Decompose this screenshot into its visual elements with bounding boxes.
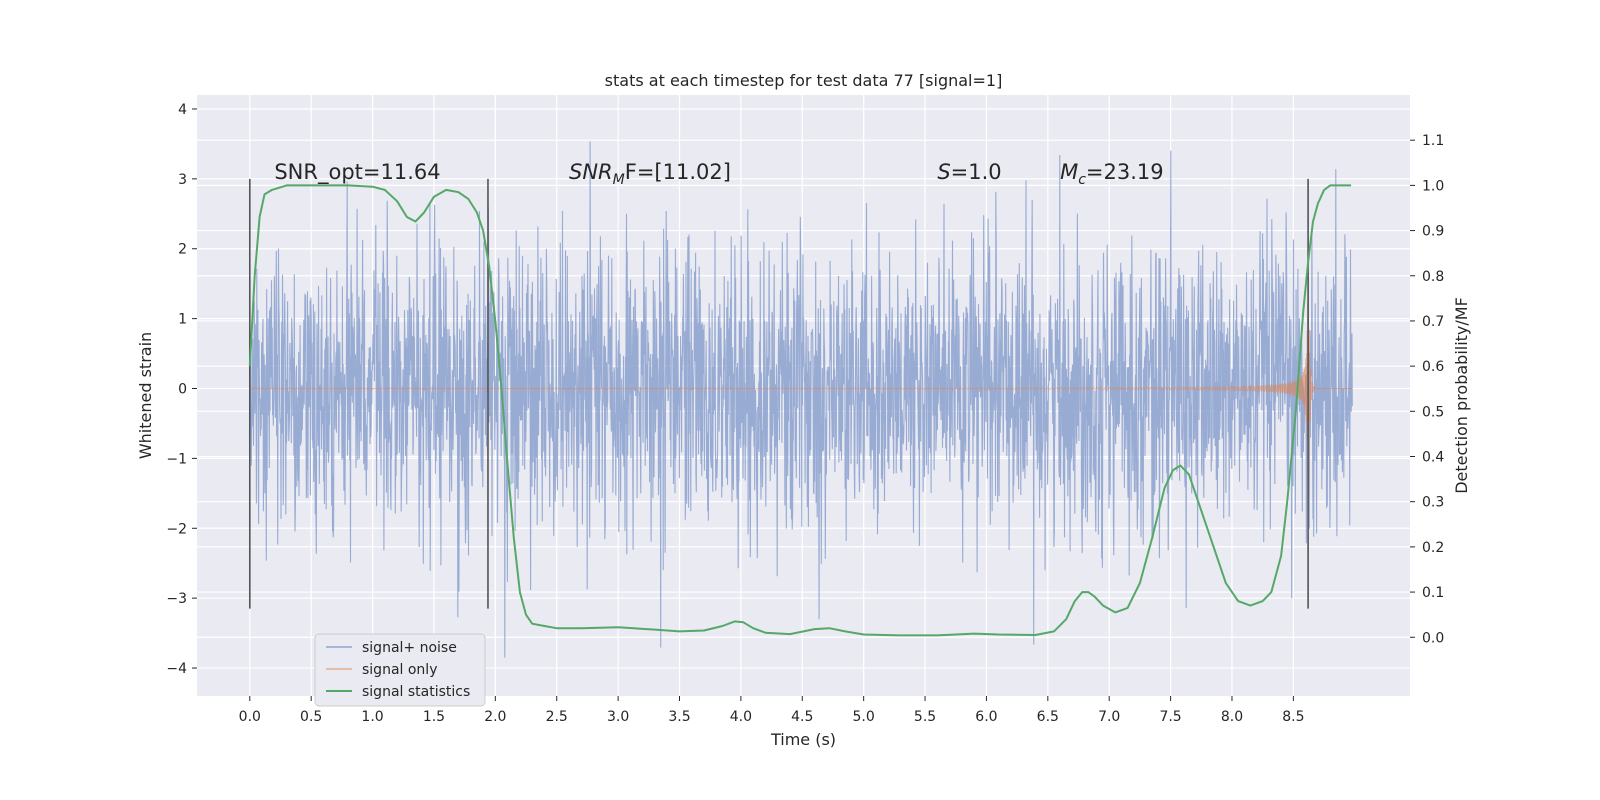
x-tick-label-3: 1.5 — [423, 709, 445, 725]
y-axis-right-label: Detection probability/MF — [1452, 297, 1471, 494]
annotation-snr-mf-rest: F=[11.02] — [625, 160, 731, 184]
y-right-tick-label-11: 0.0 — [1422, 630, 1444, 646]
noise-series-layer — [249, 141, 1353, 658]
y-tick-label-1: 3 — [178, 172, 187, 188]
y-axis-label: Whitened strain — [136, 332, 155, 459]
y-tick-label-8: −4 — [166, 661, 187, 677]
vertical-markers — [248, 178, 1309, 609]
annotation-mc: Mc=23.19 — [1060, 160, 1164, 188]
signal-only-series-layer — [249, 237, 1353, 495]
x-tick-label-6: 3.0 — [607, 709, 629, 725]
x-tick-label-1: 0.5 — [300, 709, 322, 725]
tick-labels: 0.0 0.5 1.0 1.5 2.0 2.5 3.0 3.5 4.0 4.5 5.0 5.5 6.0 6… — [166, 102, 1444, 725]
y-right-tick-label-8: 0.3 — [1422, 495, 1444, 511]
y-right-tick-label-2: 0.9 — [1422, 224, 1444, 240]
x-tick-label-10: 5.0 — [853, 709, 875, 725]
x-tick-label-15: 7.5 — [1159, 709, 1181, 725]
annotation-s: S=1.0 — [937, 160, 1001, 184]
legend-label-noise: signal+ noise — [362, 640, 457, 656]
x-tick-label-14: 7.0 — [1098, 709, 1120, 725]
x-axis-label: Time (s) — [770, 730, 836, 749]
statistics-series-layer — [248, 184, 1352, 637]
y-tick-label-4: 0 — [178, 382, 187, 398]
x-tick-label-8: 4.0 — [730, 709, 752, 725]
x-tick-label-2: 1.0 — [361, 709, 383, 725]
annotation-snr-mf-sub: M — [613, 172, 625, 188]
x-tick-label-9: 4.5 — [791, 709, 813, 725]
y-right-tick-label-0: 1.1 — [1422, 133, 1444, 149]
annotation-snr-opt: SNR_opt=11.64 — [274, 160, 440, 185]
annotation-s-rest: =1.0 — [951, 160, 1002, 184]
annotation-s-main: S — [937, 160, 950, 184]
x-tick-label-13: 6.5 — [1037, 709, 1059, 725]
y-right-tick-label-4: 0.7 — [1422, 314, 1444, 330]
legend-box — [314, 633, 486, 707]
y-right-tick-label-10: 0.1 — [1422, 585, 1444, 601]
y-tick-label-6: −2 — [166, 521, 187, 537]
x-tick-label-17: 8.5 — [1282, 709, 1304, 725]
annotation-mc-sub: c — [1078, 172, 1086, 188]
legend-label-signal-only: signal only — [362, 662, 437, 678]
series-signal-only — [249, 237, 1353, 495]
x-tick-label-4: 2.0 — [484, 709, 506, 725]
y-right-tick-label-1: 1.0 — [1422, 178, 1444, 194]
y-right-tick-label-5: 0.6 — [1422, 359, 1444, 375]
legend-label-statistics: signal statistics — [362, 684, 470, 700]
y-tick-label-7: −3 — [166, 591, 187, 607]
y-tick-label-2: 2 — [178, 242, 187, 258]
x-tick-label-5: 2.5 — [546, 709, 568, 725]
x-tick-label-11: 5.5 — [914, 709, 936, 725]
annotation-snr-mf-main: SNR — [569, 160, 613, 184]
legend: signal+ noise signal only signal statist… — [314, 633, 486, 707]
y-tick-label-3: 1 — [178, 312, 187, 328]
y-right-tick-label-3: 0.8 — [1422, 269, 1444, 285]
x-tick-label-0: 0.0 — [239, 709, 261, 725]
y-right-tick-label-7: 0.4 — [1422, 450, 1444, 466]
y-tick-label-5: −1 — [166, 451, 187, 467]
annotation-mc-rest: =23.19 — [1086, 160, 1164, 184]
y-right-tick-label-9: 0.2 — [1422, 540, 1444, 556]
y-right-tick-label-6: 0.5 — [1422, 404, 1444, 420]
series-signal-noise — [249, 141, 1353, 658]
y-tick-label-0: 4 — [178, 102, 187, 118]
x-tick-label-7: 3.5 — [668, 709, 690, 725]
series-signal-statistics — [248, 184, 1352, 637]
annotation-mc-main: M — [1060, 160, 1078, 184]
x-tick-label-16: 8.0 — [1221, 709, 1243, 725]
annotations: SNR_opt=11.64 SNRMF=[11.02] S=1.0 Mc=23.… — [274, 160, 1163, 188]
x-tick-label-12: 6.0 — [975, 709, 997, 725]
chart-title: stats at each timestep for test data 77 … — [605, 71, 1003, 90]
annotation-snr-mf: SNRMF=[11.02] — [569, 160, 731, 188]
